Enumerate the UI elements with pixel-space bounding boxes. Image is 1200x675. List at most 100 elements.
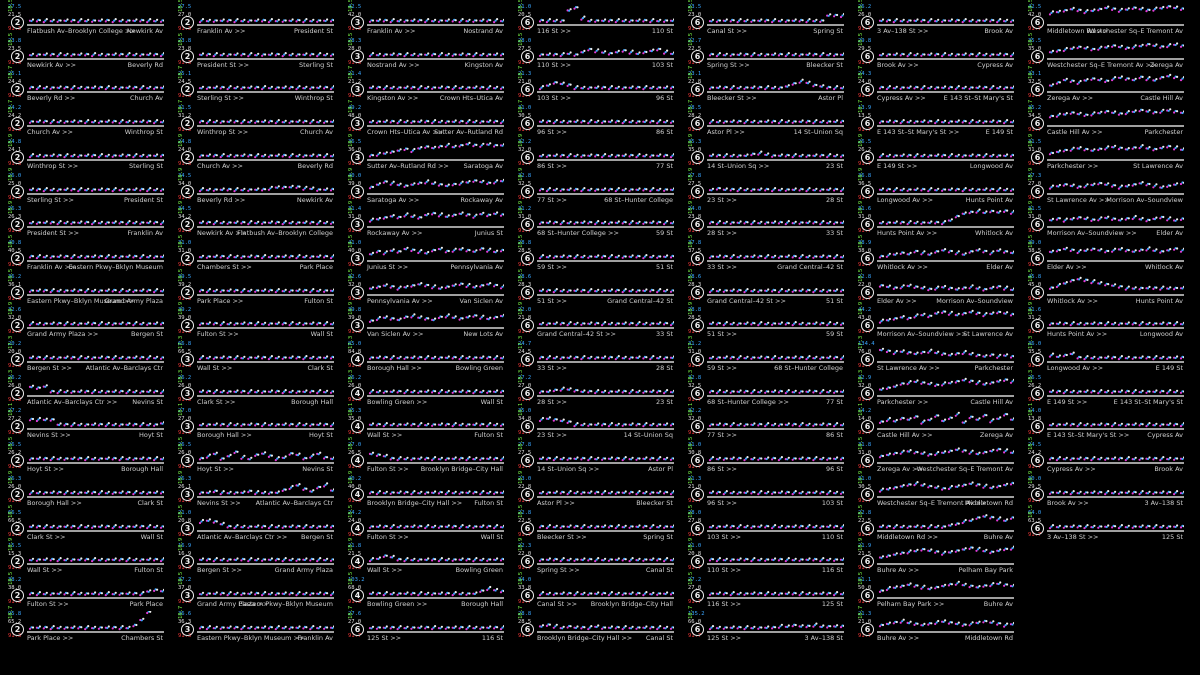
data-point: [371, 285, 375, 288]
data-point: [645, 153, 648, 156]
data-point: [583, 322, 586, 325]
data-point: [645, 19, 648, 22]
data-point: [99, 390, 102, 394]
data-point: [35, 20, 38, 23]
data-point: [583, 355, 586, 358]
data-point: [31, 186, 35, 190]
data-point: [291, 254, 294, 258]
data-point: [77, 121, 80, 124]
data-point: [399, 285, 402, 288]
data-point: [208, 490, 211, 493]
data-point: [666, 119, 669, 122]
sparkline: [367, 523, 504, 532]
data-point: [45, 86, 48, 89]
data-point: [413, 18, 416, 21]
data-point: [156, 287, 159, 290]
data-point: [114, 322, 117, 325]
data-point: [631, 322, 634, 325]
data-point: [64, 390, 68, 394]
data-point: [94, 119, 97, 122]
segment-from: Kingston Av >>: [367, 94, 419, 103]
data-point: [631, 422, 634, 425]
data-point: [576, 422, 579, 425]
data-point: [371, 119, 375, 122]
data-point: [590, 355, 593, 358]
segment-to: 110 St: [651, 27, 673, 35]
segment-from: 77 St >>: [537, 195, 567, 204]
data-point: [440, 285, 443, 288]
data-point: [597, 254, 600, 257]
data-point: [58, 87, 61, 90]
data-point: [420, 624, 423, 628]
stat-top: 40.8: [8, 239, 22, 246]
data-point: [461, 86, 464, 89]
data-point: [87, 592, 90, 595]
data-point: [30, 356, 33, 360]
data-point: [125, 526, 128, 529]
data-point: [468, 592, 471, 595]
data-point: [291, 423, 294, 426]
data-point: [277, 592, 280, 595]
data-point: [215, 153, 218, 157]
data-point: [128, 422, 131, 425]
data-point: [121, 456, 124, 459]
data-point: [92, 390, 95, 393]
data-point: [84, 53, 87, 57]
data-point: [161, 255, 164, 258]
segment-to: Park Place: [299, 262, 333, 271]
segment-panel: 36.2 36.1 91.3 18.5 2 Eastern Pkwy–Bklyn Muse…: [0, 268, 165, 305]
stat-side: 18.9: [348, 167, 354, 181]
route-bullet: 2: [11, 16, 24, 29]
data-point: [97, 424, 100, 427]
data-point: [142, 19, 145, 22]
data-point: [149, 52, 152, 55]
data-point: [94, 187, 97, 191]
data-point: [243, 287, 246, 290]
data-point: [66, 523, 69, 527]
data-point: [257, 523, 260, 527]
data-point: [277, 153, 280, 156]
data-point: [147, 222, 150, 225]
data-point: [118, 53, 121, 57]
stat-side: 18.9: [178, 302, 184, 316]
data-point: [413, 120, 416, 123]
data-point: [139, 525, 142, 528]
data-point: [44, 53, 47, 56]
stat-side: 18.1: [348, 403, 354, 417]
data-point: [215, 51, 218, 54]
stat-side: 18.7: [178, 99, 184, 114]
segment-panel: 39.8 39.0 91.3 18.9 3 Van Siclen Av >> New Lot…: [340, 302, 505, 338]
data-point: [243, 221, 246, 224]
stat-bottom: 91.3: [8, 194, 22, 201]
data-point: [121, 86, 124, 89]
segment-to: Chambers St: [121, 633, 163, 642]
segment-panel: 31.4 31.0 91.3 18.9 3 Rockaway Av >> Junius St: [340, 201, 505, 237]
segment-from: Atlantic Av–Barclays Ctr >>: [27, 397, 118, 406]
segment-panel: 26.5 26.0 91.3 18.5 3 Hoyt St >> Nevins St: [170, 437, 335, 473]
data-point: [434, 624, 437, 627]
data-point: [71, 289, 74, 292]
data-point: [555, 287, 558, 290]
data-point: [371, 451, 375, 454]
segment-panel: 28.0 27.5 91.7 18.5 6 110 St >> 103 St: [510, 32, 675, 69]
data-point: [604, 254, 607, 258]
data-point: [45, 120, 48, 123]
data-point: [208, 153, 211, 156]
data-point: [142, 590, 145, 594]
data-point: [284, 488, 287, 491]
sparkline: [197, 253, 334, 262]
data-point: [38, 417, 41, 420]
data-point: [610, 187, 613, 190]
data-point: [107, 590, 110, 594]
data-point: [97, 256, 100, 259]
segment-from: Wall St >>: [367, 431, 403, 440]
data-point: [243, 187, 246, 190]
data-point: [427, 250, 430, 253]
data-point: [583, 86, 586, 89]
data-point: [291, 591, 294, 595]
data-point: [87, 624, 90, 627]
data-point: [153, 122, 156, 125]
data-point: [52, 255, 55, 258]
data-point: [104, 525, 107, 528]
data-point: [135, 321, 138, 324]
